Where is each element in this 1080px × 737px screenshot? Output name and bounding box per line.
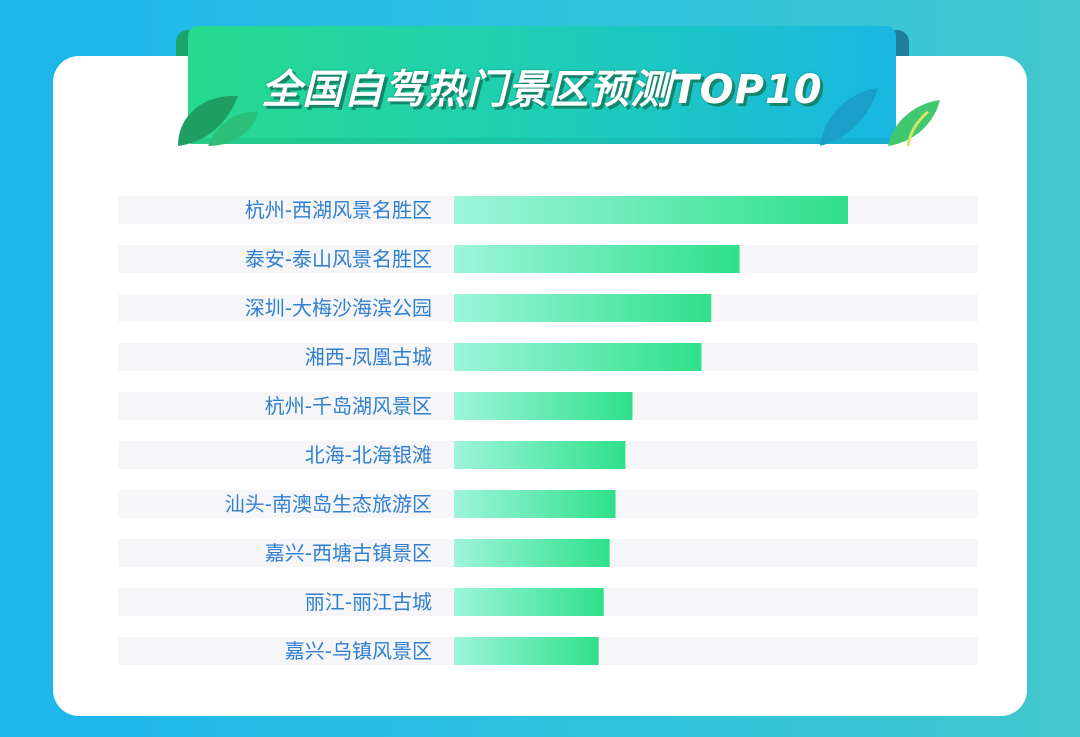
bar — [454, 343, 702, 371]
category-label: 杭州-千岛湖风景区 — [265, 394, 432, 418]
category-label: 泰安-泰山风景名胜区 — [245, 247, 432, 271]
bar — [454, 441, 626, 469]
category-label: 湘西-凤凰古城 — [305, 345, 432, 369]
bar — [454, 490, 616, 518]
category-label: 丽江-丽江古城 — [305, 590, 432, 614]
title-banner — [188, 26, 896, 144]
leaf-decoration-left-icon — [178, 95, 258, 146]
bar — [454, 392, 633, 420]
category-label: 嘉兴-西塘古镇景区 — [265, 541, 432, 565]
bar — [454, 539, 610, 567]
bar — [454, 294, 712, 322]
category-label: 嘉兴-乌镇风景区 — [285, 639, 432, 663]
chart-title: 全国自驾热门景区预测TOP10 — [261, 67, 823, 113]
bar — [454, 588, 604, 616]
leaf-decoration-right-icon — [820, 88, 940, 147]
category-label: 深圳-大梅沙海滨公园 — [245, 296, 432, 320]
bar — [454, 637, 599, 665]
category-label: 北海-北海银滩 — [305, 443, 432, 467]
bar — [454, 196, 848, 224]
category-label: 杭州-西湖风景名胜区 — [245, 198, 432, 222]
category-label: 汕头-南澳岛生态旅游区 — [225, 492, 432, 516]
bar — [454, 245, 740, 273]
